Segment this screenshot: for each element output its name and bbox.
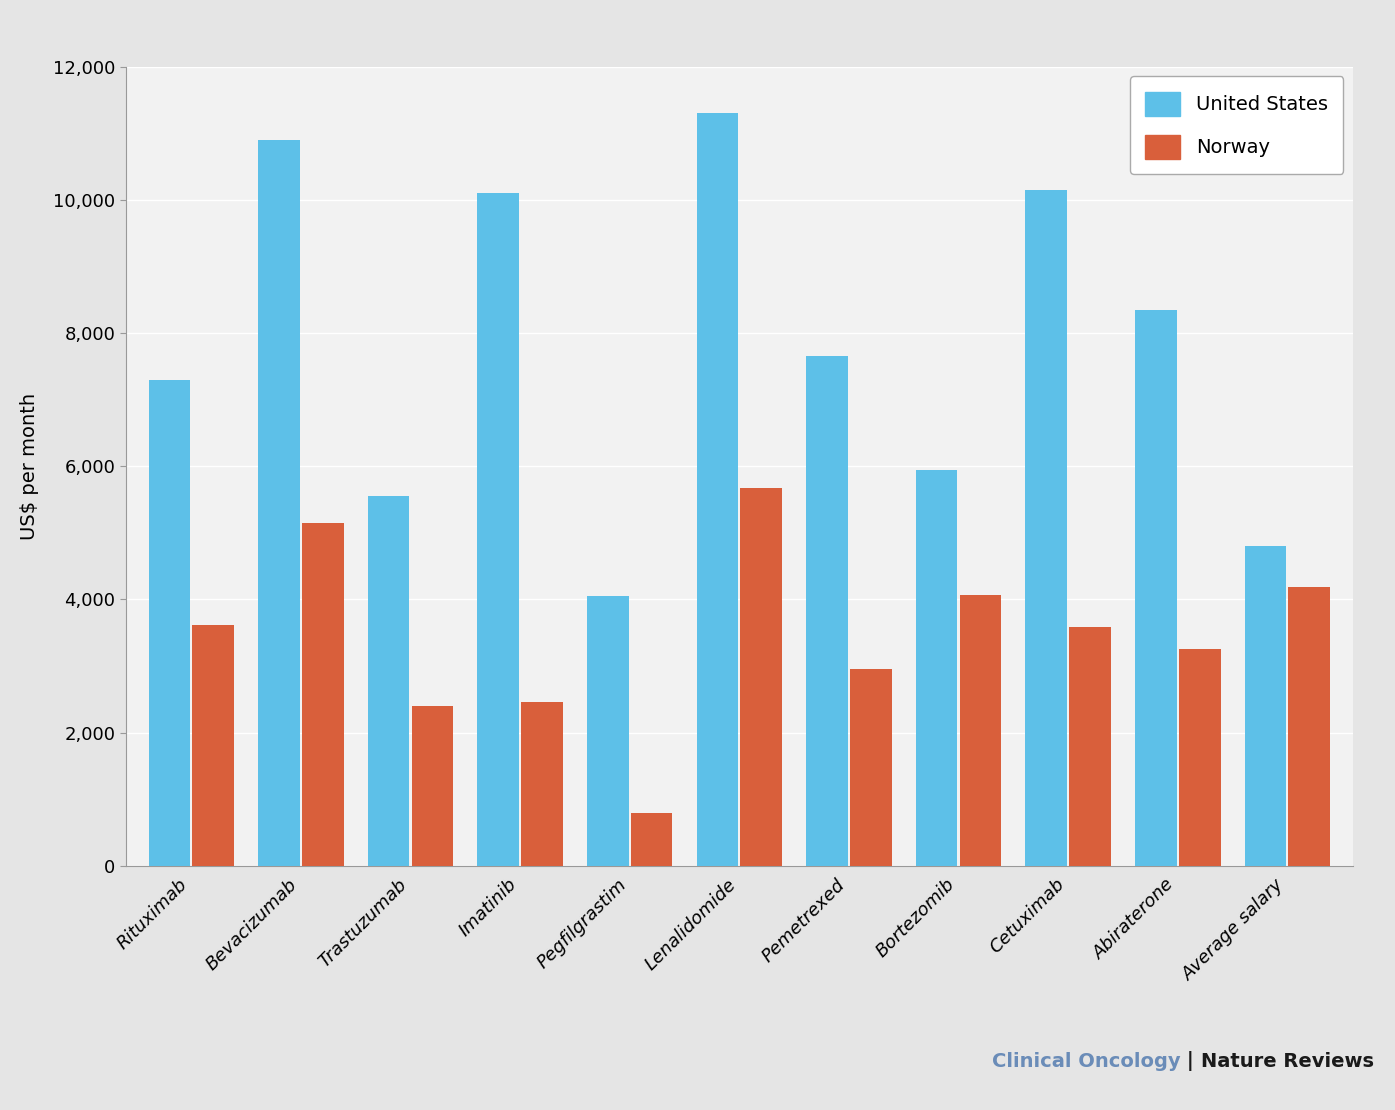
Bar: [258, 140, 300, 866]
Bar: [148, 380, 190, 866]
Bar: [631, 814, 672, 866]
Bar: [850, 668, 891, 866]
Text: |: |: [1180, 1051, 1201, 1071]
Bar: [412, 706, 453, 866]
Bar: [368, 496, 410, 866]
Bar: [1179, 648, 1221, 866]
Bar: [522, 702, 562, 866]
Y-axis label: US$ per month: US$ per month: [20, 393, 39, 539]
Bar: [915, 470, 957, 866]
Bar: [1025, 190, 1067, 866]
Bar: [696, 113, 738, 866]
Bar: [301, 523, 343, 866]
Bar: [477, 193, 519, 866]
Bar: [587, 596, 629, 866]
Bar: [806, 356, 848, 866]
Text: Nature Reviews: Nature Reviews: [1201, 1052, 1374, 1071]
Bar: [193, 625, 234, 866]
Bar: [1069, 627, 1110, 866]
Bar: [1136, 310, 1177, 866]
Bar: [960, 595, 1002, 866]
Text: Clinical Oncology: Clinical Oncology: [992, 1052, 1180, 1071]
Bar: [741, 487, 783, 866]
Bar: [1289, 587, 1329, 866]
Legend: United States, Norway: United States, Norway: [1130, 77, 1343, 174]
Bar: [1244, 546, 1286, 866]
